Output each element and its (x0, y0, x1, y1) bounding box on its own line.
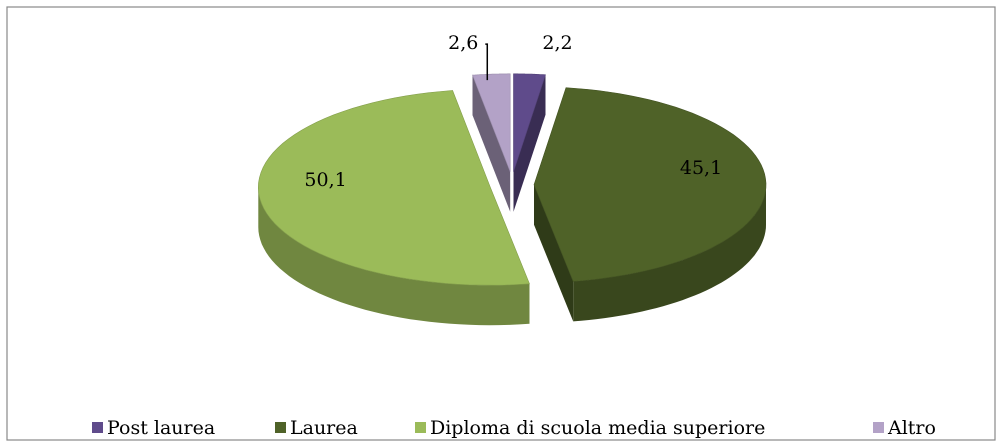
slice (257, 90, 530, 286)
slice (472, 73, 511, 172)
slice-side (258, 187, 530, 326)
slice-cut-face (513, 74, 546, 212)
legend-swatch (275, 422, 286, 433)
data-label: 50,1 (304, 169, 346, 191)
legend-label: Altro (887, 417, 936, 439)
legend-swatch (415, 422, 426, 433)
legend-label: Diploma di scuola media superiore (430, 417, 765, 439)
data-label: 2,6 (448, 32, 478, 54)
data-label: 2,2 (542, 32, 572, 54)
legend-swatch (873, 422, 884, 433)
legend-swatch (92, 422, 103, 433)
slice (513, 73, 546, 172)
legend-label: Post laurea (107, 417, 215, 439)
slice-cut-face (534, 184, 574, 322)
leader-line (485, 43, 489, 81)
data-label: 45,1 (680, 157, 722, 179)
slice-cut-face (472, 75, 511, 212)
slice-side (573, 184, 766, 322)
slice (533, 87, 767, 282)
legend-label: Laurea (290, 417, 358, 439)
